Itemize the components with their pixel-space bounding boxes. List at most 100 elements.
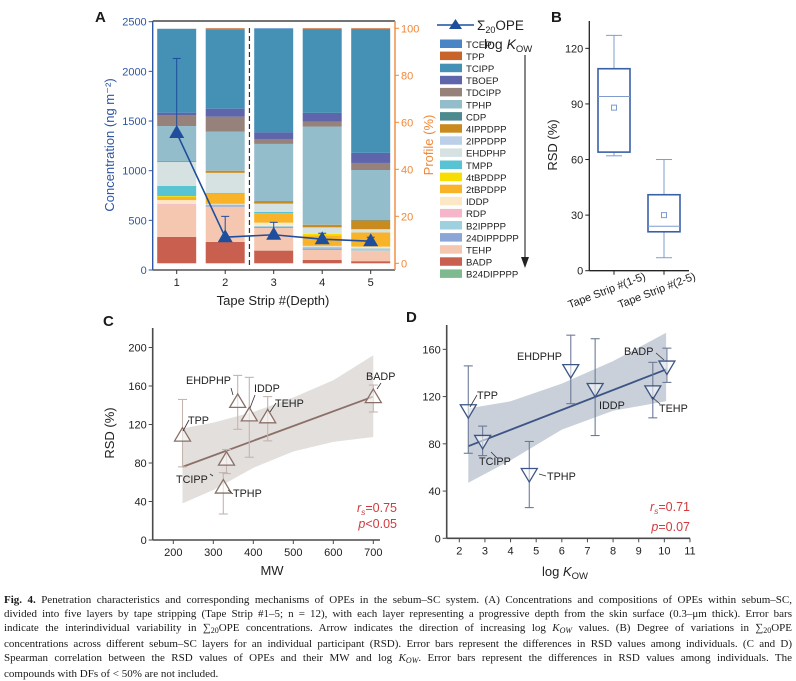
legend-swatch [440,269,462,278]
legend-label: TCIPP [466,64,494,75]
legend-item-TPHP: TPHP [440,100,492,111]
legend: Σ20OPETCEPTPPTCIPPTBOEPTDCIPPTPHPCDP4IPP… [437,18,532,281]
legend-item-TMPP: TMPP [440,161,493,172]
legend-item-TBOEP: TBOEP [440,76,499,87]
y-tick-label: 2500 [122,17,146,29]
x-tick-label: 4 [319,277,325,289]
bar-segment-B2IPPPP [206,205,245,206]
legend-swatch [440,40,462,49]
bar-segment-EHDPHP [254,204,293,212]
x-tick-label: 3 [482,545,488,557]
x-tick-label: 400 [244,547,262,559]
legend-item-EHDPHP: EHDPHP [440,148,506,159]
x-axis-title: MW [260,563,284,578]
legend-label: B2IPPPP [466,221,506,232]
p-symbol: p [357,517,365,531]
x-tick-label: 1 [174,277,180,289]
y-tick-label: 120 [565,43,583,55]
point-label: IDDP [599,400,625,412]
stacked-bar-4 [303,28,342,263]
bar-segment-BADP [351,261,390,263]
legend-item-TCIPP: TCIPP [440,64,494,75]
legend-label-sum-ope: Σ20OPE [477,18,524,35]
bar-segment-BADP [303,260,342,263]
bar-segment-RDP [157,204,196,206]
y-axis-title: RSD (%) [102,407,117,458]
bar-segment-TBOEP [303,113,342,122]
bar-segment-TCIPP [206,29,245,108]
y-tick-label: 160 [128,381,146,393]
bar-segment-IDDP [206,204,245,205]
p-value: p=0.07 [650,520,690,534]
legend-item-CDP: CDP [440,112,486,123]
bar-segment-24DIPPDPP [303,248,342,250]
y-tick-label: 80 [134,458,146,470]
legend-swatch [440,221,462,230]
y-tick-label: 200 [128,343,146,355]
x-tick-label: 2 [456,545,462,557]
y-tick-label: 500 [128,215,146,227]
x-axis-title: Tape Strip #(Depth) [217,293,330,308]
y-tick-label: 0 [141,265,147,277]
y-tick-label: 2000 [122,66,146,78]
mean-marker [662,213,667,218]
y2-axis-title: Profile (%) [421,115,436,176]
legend-swatch [440,148,462,157]
y-axis-title: Concentration (ng m⁻²) [102,78,117,211]
legend-label: TPHP [466,100,492,111]
point-label: TEHP [275,398,304,410]
legend-label: IDDP [466,197,489,208]
bar-segment-B2IPPPP [351,248,390,250]
bar-segment-4IPPDPP [351,221,390,230]
bar-segment-TPP [303,28,342,30]
legend-label: 2tBPDPP [466,185,507,196]
legend-item-B24DIPPPP: B24DIPPPP [440,269,518,280]
bar-segment-TMPP [206,193,245,194]
bar-segment-EHDPHP [157,162,196,186]
point-label: TPHP [233,488,262,500]
label-leader-line [539,474,546,476]
bar-segment-BADP [157,237,196,263]
caption-text: OPE [771,622,792,634]
p-symbol: p [650,520,658,534]
caption-text: OPE concentrations. Arrow indicates the … [219,622,553,634]
figure-number: Fig. 4. [4,594,36,606]
bar-segment-TPHP [206,132,245,171]
caption-text: concentrations across different sebum–SC… [4,638,792,650]
legend-swatch [440,185,462,194]
caption-line: divided into five layers by tape strippi… [4,608,792,622]
legend-swatch [440,233,462,242]
bar-segment-2tBPDPP [254,213,293,222]
p-value-text: =0.07 [658,520,690,534]
legend-label: 4IPPDPP [466,125,507,136]
legend-item-2IPPDPP: 2IPPDPP [440,136,507,147]
y-tick-label: 0 [577,266,583,278]
bar-segment-4IPPDPP [254,201,293,204]
y-tick-label: 0 [435,533,441,545]
label-leader-line [231,388,233,395]
y2-tick-label: 0 [401,258,407,270]
bar-segment-TCIPP [351,30,390,153]
p-value-text: <0.05 [365,517,397,531]
triangle-up-marker [230,394,246,408]
bar-segment-EHDPHP [206,173,245,193]
x-tick-label: 10 [658,545,670,557]
bar-segment-TPHP [254,144,293,201]
y-tick-label: 60 [571,155,583,167]
legend-label: TMPP [466,161,493,172]
y-tick-label: 0 [141,535,147,547]
legend-item-RDP: RDP [440,209,486,220]
x-tick-label: 200 [164,547,182,559]
legend-swatch [440,245,462,254]
y-tick-label: 40 [134,497,146,509]
figure-caption: Fig. 4. Penetration characteristics and … [4,594,792,681]
panel-label: A [95,9,106,26]
bar-segment-4IPPDPP [206,171,245,173]
legend-swatch [440,136,462,145]
mean-marker [612,105,617,110]
caption-text: divided into five layers by tape strippi… [4,608,792,620]
legend-label: 24DIPPDPP [466,233,519,244]
bar-segment-TDCIPP [254,139,293,144]
